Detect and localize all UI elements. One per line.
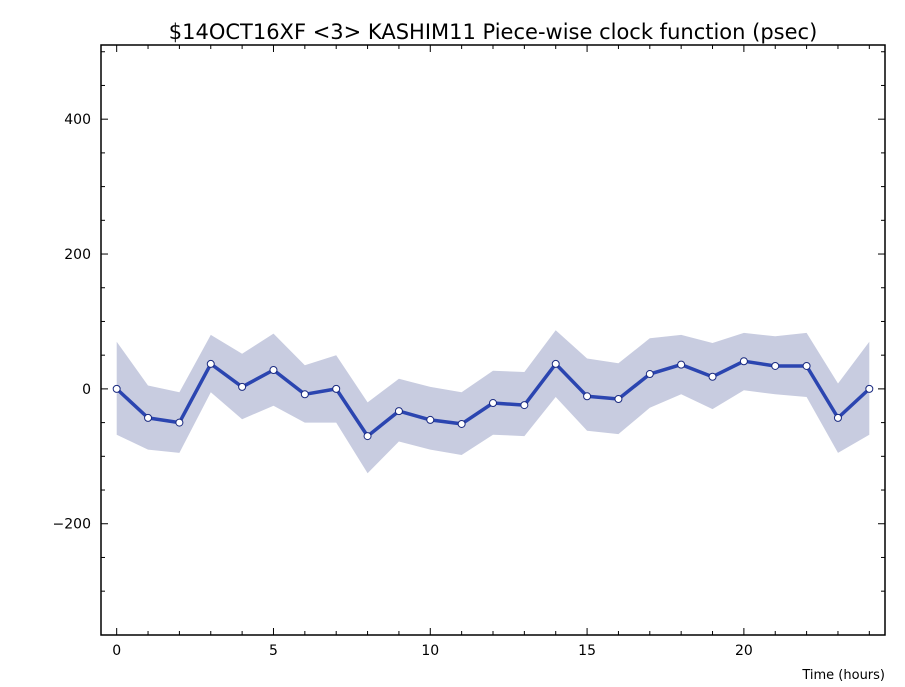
- data-point: [833, 413, 842, 422]
- y-tick-label: 0: [82, 382, 91, 398]
- y-tick-label: −200: [53, 517, 91, 533]
- data-point: [300, 390, 309, 399]
- x-tick-label: 5: [269, 643, 278, 659]
- y-tick-label: 400: [64, 112, 91, 128]
- data-point: [865, 384, 874, 393]
- data-point: [394, 407, 403, 416]
- data-point: [332, 384, 341, 393]
- data-point: [520, 401, 529, 410]
- data-point: [645, 370, 654, 379]
- data-point: [677, 360, 686, 369]
- data-point: [112, 384, 121, 393]
- axis-ticks: [101, 45, 885, 635]
- x-axis-label: Time (hours): [801, 668, 885, 683]
- y-tick-label: 200: [64, 247, 91, 263]
- data-point: [583, 392, 592, 401]
- data-point: [238, 382, 247, 391]
- data-point: [489, 399, 497, 408]
- data-point: [175, 418, 184, 427]
- data-point: [363, 432, 372, 441]
- data-point: [457, 419, 466, 428]
- data-point: [614, 395, 623, 403]
- data-point: [144, 413, 153, 422]
- chart-title: $14OCT16XF <3> KASHIM11 Piece-wise clock…: [169, 20, 818, 44]
- x-tick-label: 0: [112, 643, 121, 659]
- data-point: [206, 359, 215, 368]
- data-point: [802, 361, 811, 370]
- data-point: [708, 372, 717, 381]
- data-point: [426, 415, 435, 424]
- data-point: [269, 366, 278, 375]
- x-tick-label: 20: [735, 643, 753, 659]
- x-tick-label: 10: [421, 643, 439, 659]
- data-point-layer: [112, 357, 874, 441]
- data-point: [551, 359, 560, 368]
- data-point: [739, 357, 748, 366]
- data-point: [771, 361, 780, 370]
- y-tick-labels: −200 0 200 400: [53, 112, 91, 533]
- x-tick-labels: 0 5 10 15 20: [112, 643, 753, 659]
- x-tick-label: 15: [578, 643, 596, 659]
